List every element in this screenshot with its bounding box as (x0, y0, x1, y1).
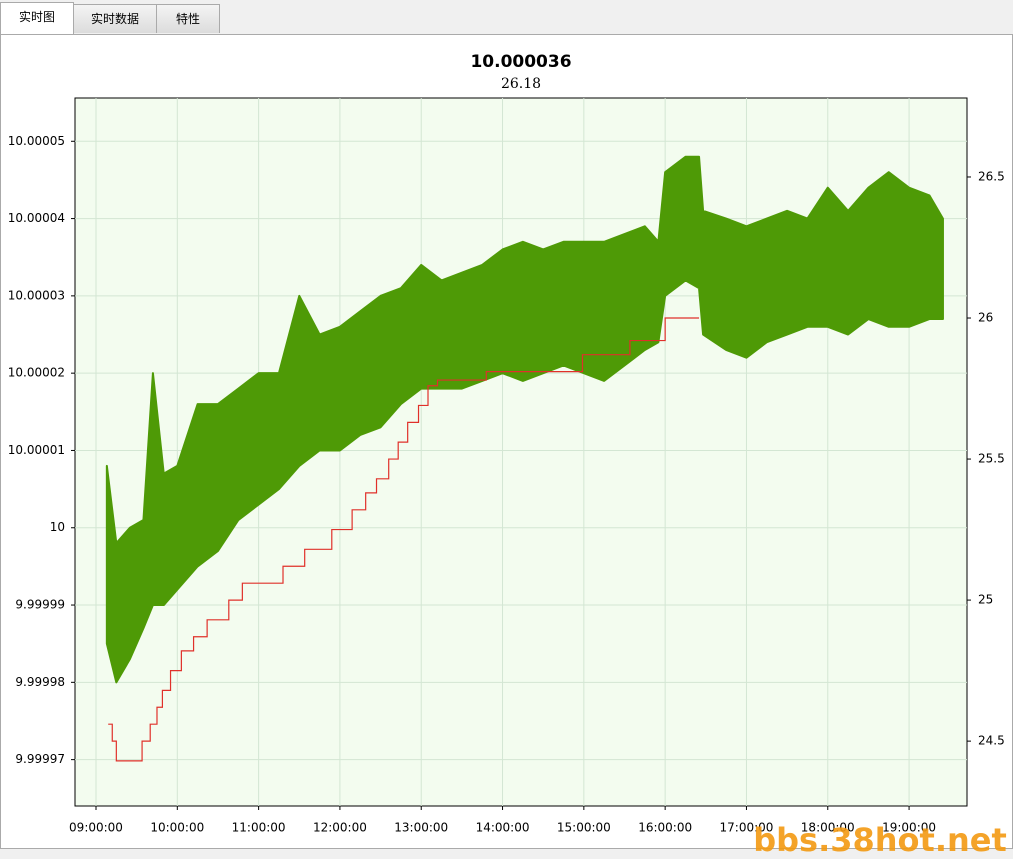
x-tick-label: 16:00:00 (638, 821, 692, 835)
y-tick-label: 10 (50, 520, 65, 534)
y-tick-label: 9.99998 (15, 675, 65, 689)
x-tick-label: 14:00:00 (476, 821, 530, 835)
x-tick-label: 17:00:00 (720, 821, 774, 835)
y2-tick-label: 25 (978, 593, 993, 607)
x-tick-label: 11:00:00 (232, 821, 286, 835)
watermark: bbs.38hot.net (753, 821, 1007, 859)
tab[interactable]: 实时图 (0, 2, 74, 35)
x-tick-label: 10:00:00 (150, 821, 204, 835)
chart-title: 10.000036 (470, 52, 571, 72)
temperature-line (108, 317, 700, 762)
x-tick-label: 13:00:00 (394, 821, 448, 835)
chart-subtitle: 26.18 (501, 76, 541, 92)
x-tick-label: 15:00:00 (557, 821, 611, 835)
x-tick-label: 09:00:00 (69, 821, 123, 835)
y2-tick-label: 26 (978, 311, 993, 325)
y2-tick-label: 24.5 (978, 734, 1005, 748)
x-tick-label: 19:00:00 (882, 821, 936, 835)
y-tick-label: 10.00002 (8, 366, 65, 380)
y-tick-label: 10.00003 (8, 288, 65, 302)
y2-tick-label: 25.5 (978, 452, 1005, 466)
y-tick-label: 9.99999 (15, 598, 65, 612)
x-tick-label: 18:00:00 (801, 821, 855, 835)
x-tick-label: 12:00:00 (313, 821, 367, 835)
y-tick-label: 10.00004 (8, 211, 65, 225)
y2-tick-label: 26.5 (978, 169, 1005, 183)
y-tick-label: 10.00005 (8, 134, 65, 148)
y-tick-label: 10.00001 (8, 443, 65, 457)
y-tick-label: 9.99997 (15, 752, 65, 766)
tab[interactable]: 特性 (156, 4, 220, 33)
tab[interactable]: 实时数据 (73, 4, 157, 33)
signal-band (105, 155, 944, 684)
